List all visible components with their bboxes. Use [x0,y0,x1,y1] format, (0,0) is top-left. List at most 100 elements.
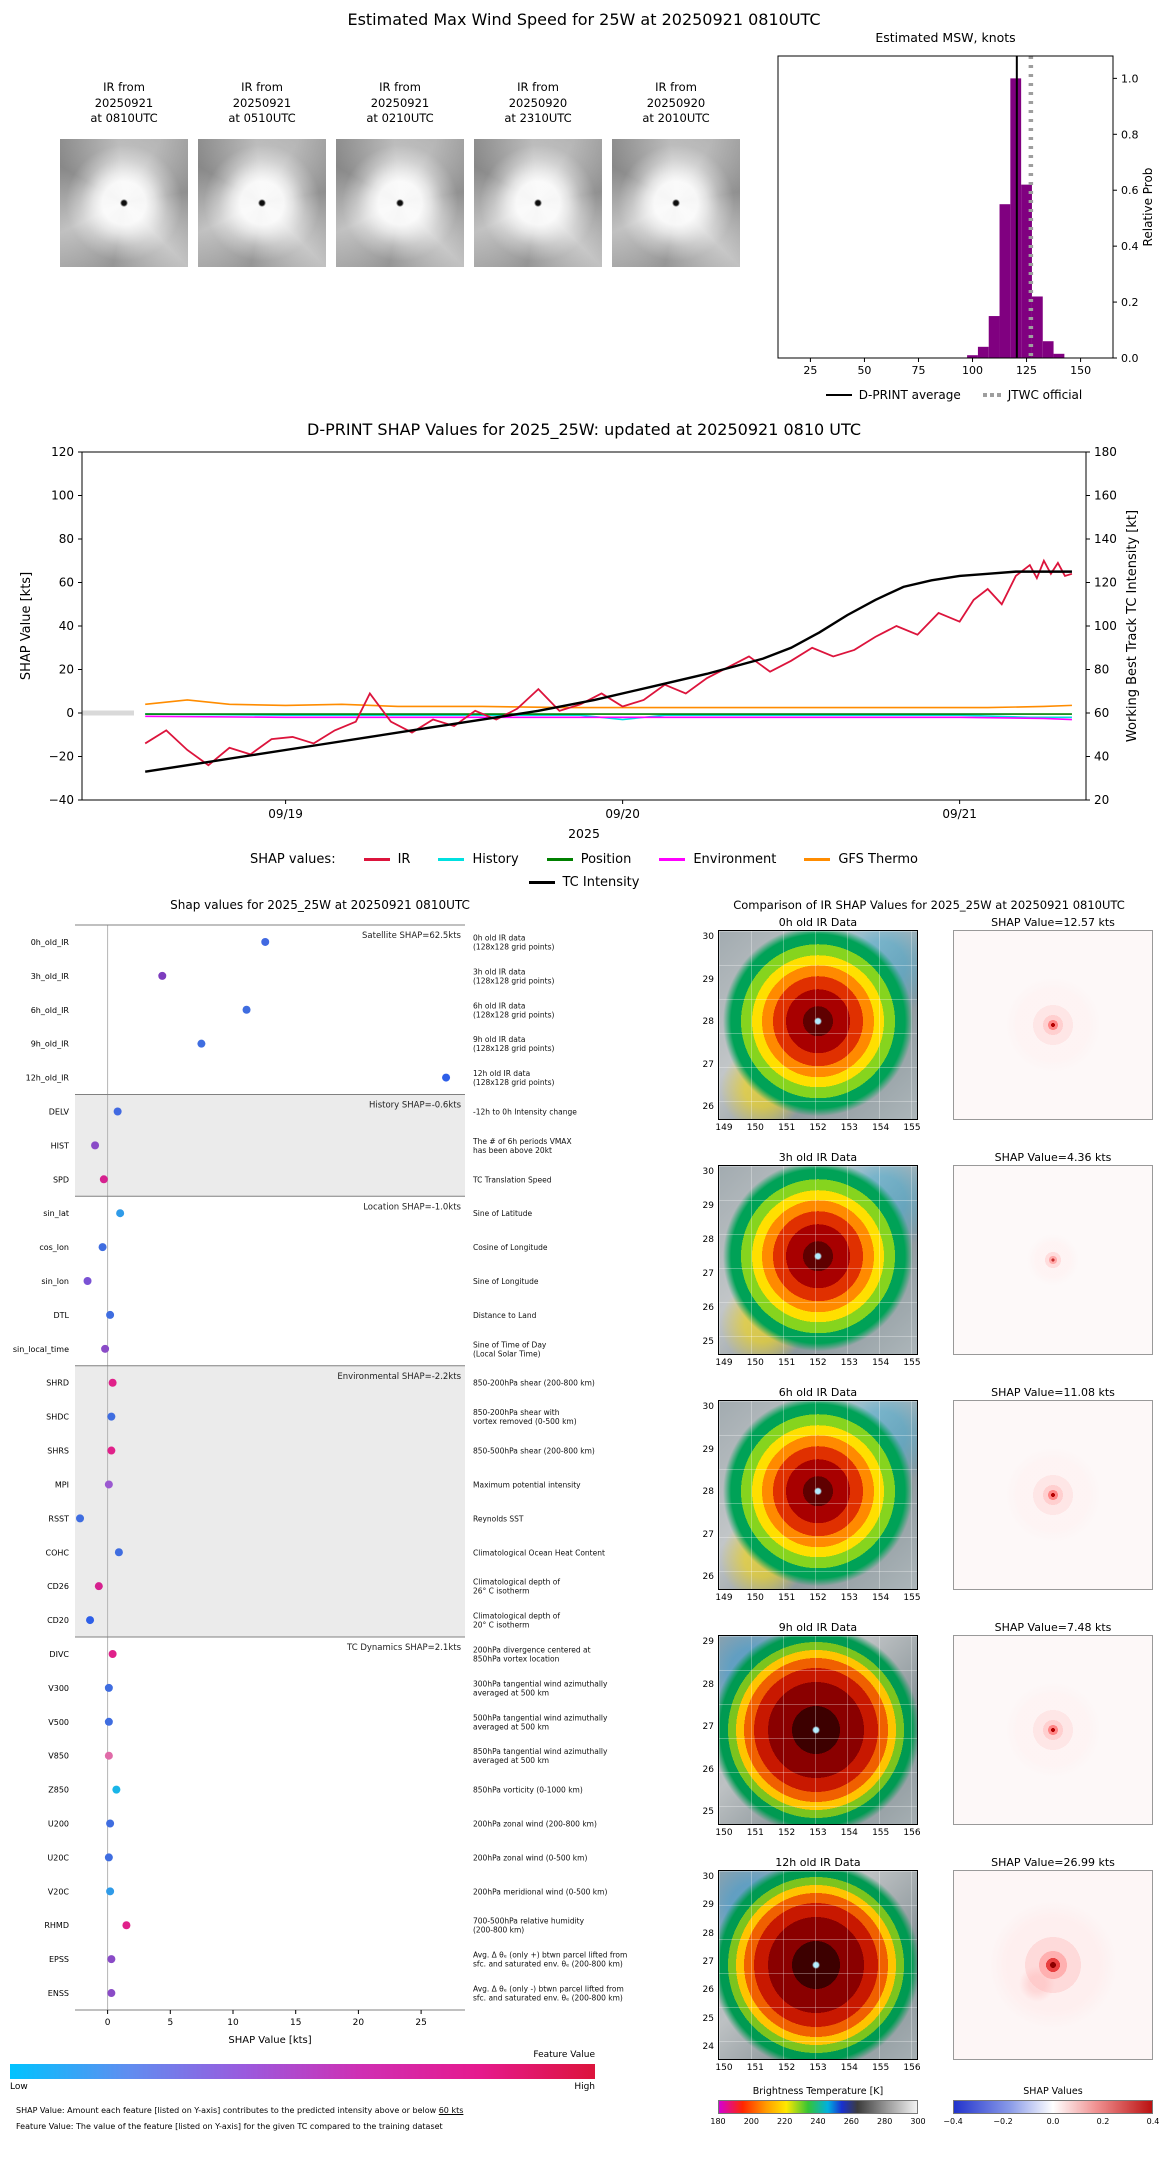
feature-description: -12h to 0h Intensity change [473,1107,577,1116]
lon-tick-label: 149 [715,1593,733,1603]
shap-values-colorbar [953,2100,1153,2114]
shap-dot-COHC [114,1548,123,1557]
x-axis-label: 2025 [568,826,600,841]
lon-tick-label: 152 [809,1123,827,1133]
shap-dot-EPSS [107,1955,116,1964]
lon-tick-label: 151 [778,1593,796,1603]
hist-bar [1010,78,1022,359]
group-band [75,925,465,1095]
series-environment [145,715,1072,721]
lat-tick-label: 30 [702,1872,714,1882]
legend-label: D-PRINT average [858,388,961,402]
legend-swatch-icon [804,858,831,861]
ir-satellite-image [612,138,740,267]
feature-description: 850-200hPa shear (200-800 km) [473,1379,595,1388]
x-tick-label: 20 [353,2018,365,2028]
shap-dot-12h_old_IR [442,1073,451,1082]
page-title: Estimated Max Wind Speed for 25W at 2025… [347,10,821,29]
feature-name: COHC [46,1548,70,1557]
lat-tick-label: 28 [702,1487,714,1497]
feature-name: EPSS [49,1955,69,1964]
left-tick-label: −40 [49,793,74,807]
shap-dot-0h_old_IR [261,937,270,946]
feature-description: Climatological depth of 20° C isotherm [473,1612,560,1630]
ir-thumbnail-group: IR from 20250921 at 0510UTC [196,80,328,267]
histogram-legend: D-PRINT average JTWC official [740,388,1168,402]
feature-value-footnote: Feature Value: The value of the feature … [16,2122,443,2131]
ir-thumbnail-label: IR from 20250921 at 0810UTC [58,80,190,127]
bt-tick-label: 180 [710,2117,726,2126]
shap-dot-RHMD [122,1921,131,1930]
feature-name: sin_local_time [13,1345,69,1354]
ir-map-title: 6h old IR Data [778,1386,858,1399]
group-header: TC Dynamics SHAP=2.1kts [346,1643,462,1653]
ir-thumbnail-group: IR from 20250921 at 0810UTC [58,80,190,267]
dotplot-plot: Satellite SHAP=62.5kts 0h_old_IR 0h old IR… [13,924,627,2046]
feature-name: 9h_old_IR [31,1040,70,1049]
hist-bar [1053,353,1065,358]
feature-name: DELV [49,1107,70,1116]
legend-item-dprint-average: D-PRINT average [825,388,961,402]
lon-tick-label: 154 [840,2063,858,2073]
ir-thumbnail-group: IR from 20250921 at 0210UTC [334,80,466,267]
feature-description: 200hPa divergence centered at 850hPa vort… [473,1645,591,1663]
ir-thumbnail-label: IR from 20250920 at 2310UTC [472,80,604,127]
shap-timeseries-chart: −40 −20 0 20 40 60 80 100 120 20 40 60 80 100 120 140 16… [19,445,1140,841]
feature-name: V20C [48,1887,70,1896]
lat-tick-label: 29 [702,1637,714,1647]
ir-map-title: 12h old IR Data [775,1856,861,1869]
lat-tick-label: 27 [702,1269,714,1279]
lon-tick-label: 150 [746,1358,764,1368]
lat-tick-label: 27 [702,1529,714,1540]
x-tick-label: 150 [1070,364,1091,377]
left-axis-label: SHAP Value [kts] [19,572,34,680]
shap-tick-label: −0.4 [943,2117,963,2126]
lat-tick-label: 30 [702,1402,714,1412]
feature-name: V300 [48,1684,69,1693]
lon-tick-label: 153 [809,2063,827,2073]
lat-tick-label: 28 [702,1017,714,1027]
dotplot-title: Shap values for 2025_25W at 20250921 081… [170,898,470,912]
lat-tick-label: 29 [702,1444,714,1455]
legend-item-gfs-thermo: GFS Thermo [804,852,918,867]
ir-map [718,1870,918,2060]
shap-dot-ENSS [107,1989,116,1998]
bt-tick-label: 260 [843,2117,859,2126]
feature-description: Maximum potential intensity [473,1480,581,1489]
shap-colorbar-title: SHAP Values [1023,2086,1083,2097]
group-header: Environmental SHAP=-2.2kts [337,1372,461,1382]
lon-tick-label: 153 [809,1828,827,1838]
lat-tick-label: 26 [702,1572,714,1582]
shap-tick-label: 0.4 [1146,2117,1160,2126]
feature-name: 6h_old_IR [31,1006,70,1015]
feature-description: 12h old IR data (128x128 grid points) [473,1069,554,1087]
lon-tick-label: 150 [746,1593,764,1603]
shap-map-title: SHAP Value=7.48 kts [994,1621,1112,1634]
ir-thumbnail-label: IR from 20250921 at 0510UTC [196,80,328,127]
lon-tick-label: 149 [715,1123,733,1133]
lat-tick-label: 26 [702,1764,714,1775]
comparison-title: Comparison of IR SHAP Values for 2025_25… [733,898,1125,912]
left-tick-label: 60 [59,576,74,590]
lon-tick-label: 151 [746,1828,764,1838]
bt-tick-label: 300 [910,2117,926,2126]
legend-item-label: IR [397,852,411,867]
feature-name: U20C [47,1853,69,1862]
group-band [75,1094,465,1197]
lon-tick-label: 149 [715,1358,733,1368]
feature-name: SHRD [46,1379,69,1388]
label-line: 20250921 [370,95,430,110]
label-line: 20250921 [232,95,292,110]
feature-name: V500 [48,1718,69,1727]
legend-item-tc-intensity: TC Intensity [528,875,639,890]
shap-dot-6h_old_IR [242,1005,251,1014]
feature-description: The # of 6h periods VMAX has been above 2… [472,1137,572,1155]
series-tc-intensity [145,570,1072,773]
shap-dot-CD26 [94,1582,103,1591]
x-tick-label: 0 [105,2018,111,2028]
group-header: History SHAP=-0.6kts [369,1101,462,1111]
ir-map-title: 3h old IR Data [778,1151,858,1164]
lat-tick-label: 29 [702,1900,714,1911]
shap-map-title: SHAP Value=11.08 kts [991,1386,1115,1399]
lon-tick-label: 151 [746,2063,764,2073]
